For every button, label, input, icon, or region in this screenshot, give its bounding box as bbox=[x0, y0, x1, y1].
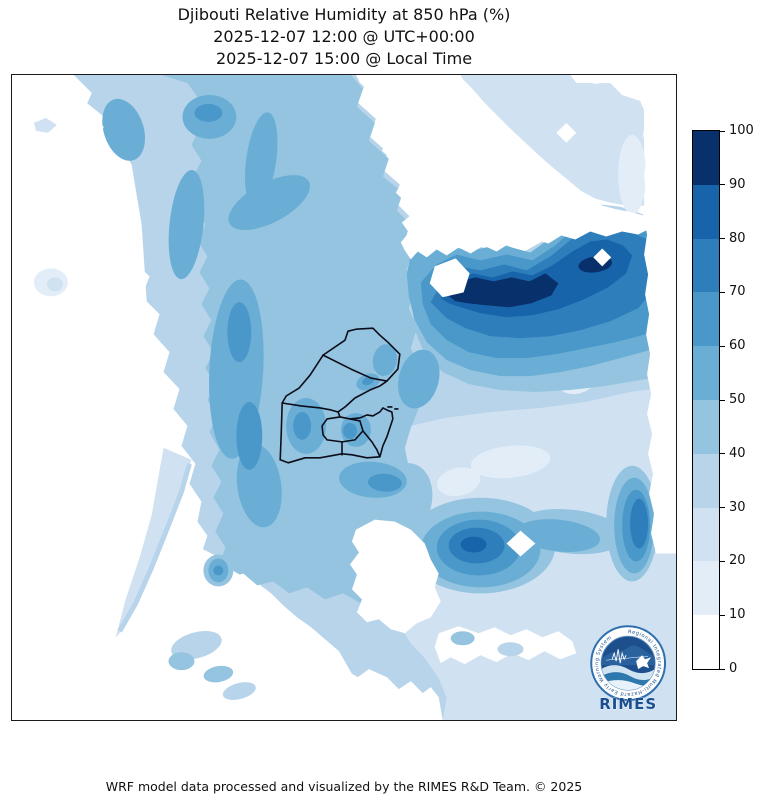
colorbar-segment-40-50 bbox=[693, 400, 719, 454]
contour-30-40-patch bbox=[171, 631, 222, 660]
colorbar: 0 10 20 30 40 50 60 70 80 90 100 bbox=[692, 124, 754, 675]
colorbar-tick-label: 40 bbox=[729, 445, 746, 461]
colorbar-tick bbox=[720, 399, 725, 401]
contour-30-40-patch bbox=[222, 682, 256, 700]
contour-50-60 bbox=[102, 98, 146, 161]
colorbar-tick bbox=[720, 184, 725, 186]
djibouti-borders bbox=[279, 327, 401, 464]
dry-band-diagonal bbox=[355, 75, 651, 260]
colorbar-segment-20-30 bbox=[693, 507, 719, 562]
colorbar-segment-70-80 bbox=[693, 238, 719, 293]
logo-seismogram-icon bbox=[611, 649, 627, 664]
colorbar-tick bbox=[720, 291, 725, 293]
region-border bbox=[322, 354, 388, 382]
footer-credit: WRF model data processed and visualized … bbox=[105, 779, 583, 794]
contour-50-60 bbox=[228, 175, 310, 231]
contour-60-70 bbox=[227, 302, 252, 363]
contour-60-70 bbox=[236, 401, 263, 470]
dry-hole bbox=[429, 258, 470, 298]
contour-50-60 bbox=[168, 169, 205, 280]
colorbar-tick bbox=[720, 668, 725, 670]
contour-90-100-core bbox=[447, 273, 559, 308]
contour-40-50-patch bbox=[168, 652, 195, 671]
contour-60-70 bbox=[367, 473, 402, 492]
rimes-logo: Regional Integrated Multi-Hazard Early W… bbox=[590, 625, 667, 713]
contour-10-20-patch bbox=[437, 467, 481, 497]
contour-50-60 bbox=[516, 519, 601, 553]
dry-diamond bbox=[583, 200, 604, 221]
colorbar-segment-60-70 bbox=[693, 292, 719, 347]
region-border bbox=[362, 430, 381, 458]
colorbar-segment-90-100 bbox=[693, 131, 719, 185]
island-marks bbox=[387, 406, 399, 410]
colorbar-tick-label: 100 bbox=[729, 123, 754, 138]
colorbar-segment-80-90 bbox=[693, 184, 719, 239]
logo-bird-icon bbox=[636, 655, 652, 670]
contour-40-50-patch bbox=[203, 665, 234, 683]
colorbar-segment-50-60 bbox=[693, 346, 719, 400]
chart-subtitle-utc: 2025-12-07 12:00 @ UTC+00:00 bbox=[213, 27, 475, 46]
contour-20-30-patch bbox=[46, 277, 63, 292]
logo-wordmark: RIMES bbox=[599, 695, 657, 713]
contour-60-70 bbox=[293, 411, 312, 440]
contour-20-30-beak bbox=[115, 447, 192, 638]
colorbar-segment-10-20 bbox=[693, 561, 719, 616]
colorbar-tick-label: 90 bbox=[729, 176, 746, 192]
colorbar-tick bbox=[720, 507, 725, 509]
chart-subtitle-local: 2025-12-07 15:00 @ Local Time bbox=[215, 49, 473, 68]
colorbar-tick-label: 70 bbox=[729, 284, 746, 300]
dry-diamond bbox=[506, 530, 536, 557]
country-border bbox=[279, 327, 401, 464]
colorbar-segment-30-40 bbox=[693, 453, 719, 508]
contour-20-30-topright bbox=[460, 75, 645, 206]
colorbar-tick bbox=[720, 238, 725, 240]
map-frame: Regional Integrated Multi-Hazard Early W… bbox=[11, 74, 677, 721]
dry-blob-south bbox=[349, 519, 441, 634]
humidity-contour-map: Regional Integrated Multi-Hazard Early W… bbox=[12, 75, 676, 720]
contour-10-20-patch bbox=[470, 445, 551, 479]
colorbar-tick bbox=[720, 453, 725, 455]
contour-30-40-beak-edge bbox=[117, 463, 192, 633]
colorbar-tick-label: 80 bbox=[729, 230, 746, 246]
region-border bbox=[281, 402, 339, 413]
dry-region-west bbox=[12, 75, 443, 720]
contour-50-60 bbox=[398, 349, 440, 409]
colorbar-tick-label: 0 bbox=[729, 661, 738, 676]
contour-60-70 bbox=[194, 103, 223, 122]
colorbar-tick-label: 50 bbox=[729, 392, 746, 407]
colorbar-tick-label: 60 bbox=[729, 338, 746, 354]
contour-70-80-hook bbox=[630, 498, 649, 549]
contour-80-90-blob bbox=[460, 536, 487, 553]
colorbar-tick bbox=[720, 345, 725, 347]
colorbar-tick-label: 10 bbox=[729, 607, 746, 623]
colorbar-tick bbox=[720, 130, 725, 132]
contour-30-40-patch bbox=[497, 642, 524, 657]
contour-50-60 bbox=[372, 344, 397, 376]
dry-diamond bbox=[556, 122, 577, 143]
contour-60-70-dot bbox=[213, 565, 224, 576]
dry-strip-east bbox=[580, 75, 676, 554]
chart-title-block: Djibouti Relative Humidity at 850 hPa (%… bbox=[11, 4, 677, 70]
contour-20-30-wisp bbox=[33, 117, 57, 133]
colorbar-tick-label: 30 bbox=[729, 499, 746, 515]
region-border bbox=[321, 416, 364, 443]
colorbar-segment-0-10 bbox=[693, 615, 719, 669]
contour-10-20-patch bbox=[618, 134, 647, 215]
contour-60-70 bbox=[343, 422, 357, 439]
colorbar-tick-label: 20 bbox=[729, 553, 746, 569]
contour-40-50-patch bbox=[450, 631, 475, 646]
colorbar-tick bbox=[720, 614, 725, 616]
colorbar-tick bbox=[720, 560, 725, 562]
chart-title: Djibouti Relative Humidity at 850 hPa (%… bbox=[177, 5, 511, 24]
contour-60-70 bbox=[362, 376, 374, 386]
